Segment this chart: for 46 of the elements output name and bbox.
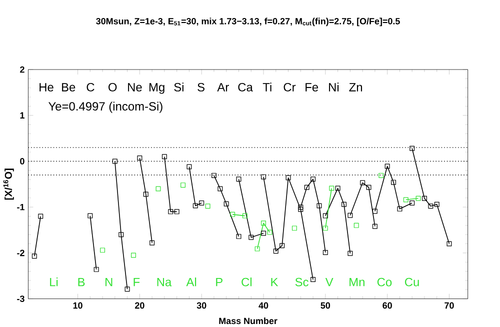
annotation: P [216, 278, 222, 286]
annotation: Ne [128, 82, 142, 92]
annotation: S [198, 82, 204, 92]
x-tick-label: 60 [382, 302, 392, 308]
annotation: Co [377, 278, 392, 286]
annotation: Ti [262, 82, 272, 92]
chart-title: 30Msun, Z=1e-3, E$_{51}$=30, mix 1.73−3.13, f=0.27, M$_{cut}$(fin)=2.75, [O/Fe]=0.5 [96, 18, 400, 26]
y-tick-label: 0 [20, 158, 24, 164]
annotation: Ye=0.4997 (incom-Si) [48, 102, 162, 113]
annotation: He [40, 82, 54, 92]
x-tick-label: 10 [73, 302, 82, 308]
annotation: K [271, 278, 278, 286]
annotation: O [108, 82, 117, 92]
annotation: Li [50, 277, 58, 286]
annotation: N [106, 278, 112, 286]
x-tick-label: 70 [444, 302, 454, 308]
annotation: Fe [306, 82, 318, 92]
y-tick-label: -1 [17, 204, 24, 210]
annotation: Na [157, 278, 172, 286]
x-axis-title: Mass Number [219, 317, 278, 324]
annotation: Sc [295, 278, 308, 286]
annotation: Ca [238, 82, 253, 92]
annotation: F [134, 278, 140, 286]
annotation: Cr [284, 82, 296, 92]
y-tick-label: -3 [17, 295, 24, 302]
x-tick-label: 40 [258, 302, 268, 308]
annotation: Al [186, 277, 196, 286]
annotation: C [86, 82, 94, 92]
x-tick-label: 30 [196, 302, 206, 308]
x-tick-label: 50 [320, 302, 330, 308]
annotation: Mg [149, 82, 164, 94]
y-tick-label: 2 [20, 66, 24, 72]
annotation: Cl [242, 277, 252, 286]
annotation: Be [62, 82, 76, 92]
annotation: Ni [329, 82, 339, 92]
y-axis-title: [X/$^{16}$O] [3, 168, 14, 200]
annotation: Mn [350, 278, 364, 286]
x-tick-label: 20 [135, 302, 144, 308]
annotation: B [78, 278, 85, 286]
y-tick-label: -2 [17, 250, 24, 256]
annotation: Ar [217, 82, 229, 92]
annotation: Si [174, 82, 184, 92]
annotation: V [325, 278, 334, 286]
y-tick-label: 1 [20, 112, 24, 118]
annotation: Cu [404, 278, 419, 286]
annotation: Zn [349, 82, 362, 92]
